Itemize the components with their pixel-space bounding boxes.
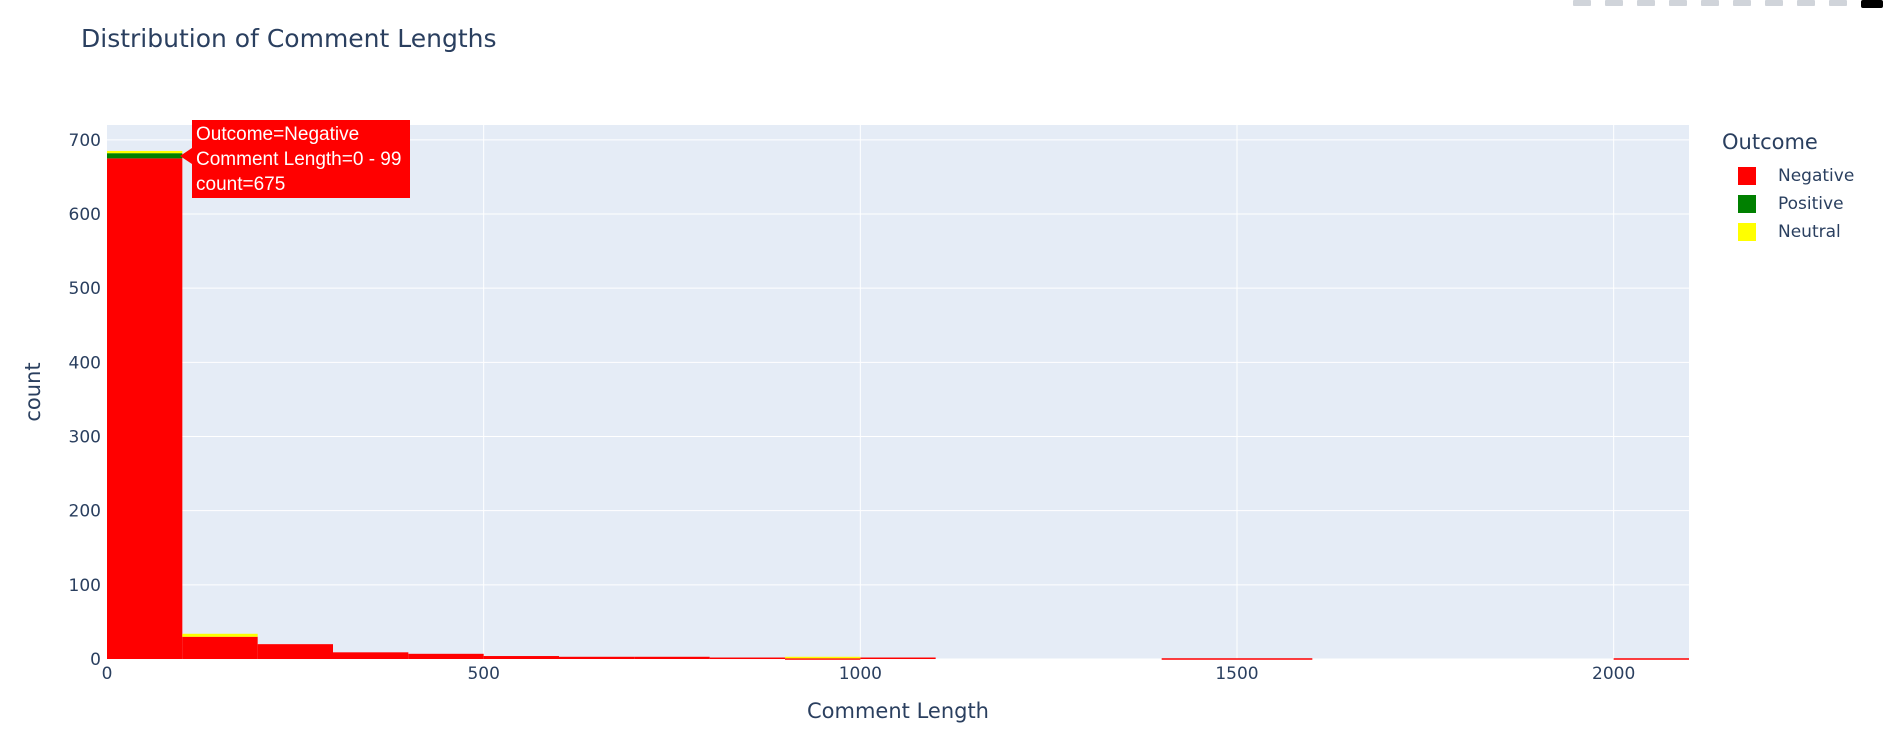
bar-negative [785, 658, 861, 660]
plot-background [107, 125, 1689, 659]
bar-negative [107, 158, 183, 659]
hover-tooltip: Outcome=Negative Comment Length=0 - 99 c… [192, 120, 410, 198]
x-tick-label: 2000 [1592, 664, 1635, 684]
bar-negative [1237, 658, 1313, 660]
y-axis-label: count [21, 362, 45, 421]
x-axis-label: Comment Length [807, 699, 989, 723]
tooltip-arrow [180, 148, 192, 164]
bar-negative [333, 652, 409, 659]
plotly-logo-icon[interactable] [1861, 0, 1883, 8]
grid-layer [107, 125, 1689, 660]
y-tick-label: 700 [69, 131, 101, 151]
chart-title: Distribution of Comment Lengths [81, 24, 497, 53]
y-tick-label: 100 [69, 576, 101, 596]
tooltip-length: Comment Length=0 - 99 [196, 149, 402, 170]
x-tick-label: 0 [102, 664, 113, 684]
box-select-icon[interactable] [1669, 0, 1687, 6]
autoscale-icon[interactable] [1797, 0, 1815, 6]
y-tick-label: 0 [90, 650, 101, 670]
lasso-icon[interactable] [1701, 0, 1719, 6]
bar-layer [107, 150, 1689, 660]
zoom-in-icon[interactable] [1733, 0, 1751, 6]
legend-title: Outcome [1722, 130, 1818, 154]
y-tick-label: 600 [69, 205, 101, 225]
legend-swatch [1738, 167, 1756, 185]
legend-swatch [1738, 223, 1756, 241]
pan-icon[interactable] [1637, 0, 1655, 6]
bar-negative [483, 656, 559, 659]
modebar[interactable] [1573, 0, 1893, 8]
y-tick-label: 500 [69, 279, 101, 299]
zoom-out-icon[interactable] [1765, 0, 1783, 6]
legend-label: Negative [1778, 166, 1855, 186]
bar-negative [257, 644, 333, 659]
bar-positive [107, 153, 183, 159]
bar-neutral [107, 150, 183, 154]
bar-neutral [785, 656, 861, 659]
bar-negative [408, 653, 484, 659]
legend-label: Positive [1778, 194, 1844, 214]
y-tick-label: 300 [69, 428, 101, 448]
legend-item-negative[interactable]: Negative [1722, 162, 1854, 190]
x-tick-label: 1500 [1215, 664, 1258, 684]
bar-negative [860, 657, 936, 660]
tooltip-count: count=675 [196, 174, 286, 195]
bar-negative [1161, 658, 1237, 660]
x-tick-label: 1000 [839, 664, 882, 684]
bar-negative [559, 656, 635, 659]
legend-item-neutral[interactable]: Neutral [1722, 218, 1854, 246]
y-tick-label: 400 [69, 353, 101, 373]
axis-layer: 0 100 200 300 400 500 600 700 0 500 1000 1500 2000 Co… [21, 131, 1635, 723]
camera-icon[interactable] [1573, 0, 1591, 6]
y-tick-label: 200 [69, 502, 101, 522]
tooltip-outcome: Outcome=Negative [196, 124, 360, 145]
x-tick-label: 500 [467, 664, 499, 684]
legend-swatch [1738, 195, 1756, 213]
legend-label: Neutral [1778, 222, 1841, 242]
bar-neutral [182, 633, 258, 637]
zoom-icon[interactable] [1605, 0, 1623, 6]
legend-item-positive[interactable]: Positive [1722, 190, 1854, 218]
bar-negative [182, 636, 258, 659]
reset-axes-icon[interactable] [1829, 0, 1847, 6]
legend: Outcome Negative Positive Neutral [1722, 130, 1854, 246]
bar-negative [1613, 658, 1689, 660]
bar-negative [709, 657, 785, 660]
bar-negative [634, 656, 710, 659]
